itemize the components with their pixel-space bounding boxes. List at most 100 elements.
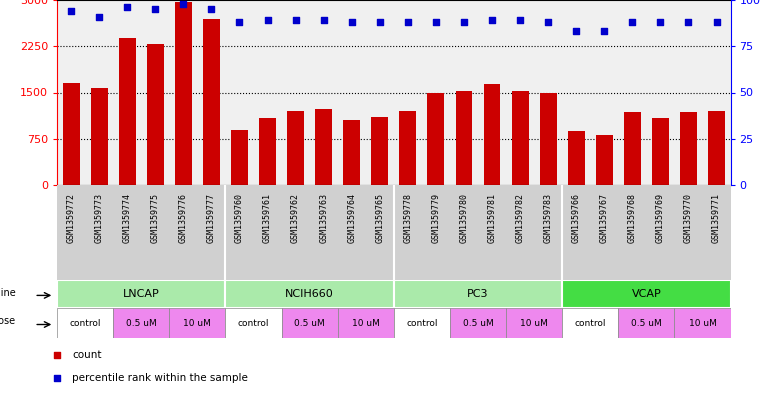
Bar: [562, 280, 731, 308]
Point: [345, 19, 358, 25]
Text: 0.5 uM: 0.5 uM: [295, 318, 325, 327]
Bar: [540, 93, 556, 185]
Bar: [343, 120, 360, 185]
Bar: [113, 308, 169, 338]
Text: GSM1359771: GSM1359771: [712, 193, 721, 242]
Text: VCAP: VCAP: [632, 289, 661, 299]
Bar: [225, 280, 394, 308]
Text: 10 uM: 10 uM: [352, 318, 380, 327]
Bar: [624, 112, 641, 185]
Bar: [259, 118, 276, 185]
Bar: [680, 112, 697, 185]
Point: [205, 6, 218, 13]
Text: GSM1359760: GSM1359760: [235, 193, 244, 242]
Point: [149, 6, 161, 13]
Bar: [147, 44, 164, 185]
Bar: [287, 111, 304, 185]
Text: control: control: [69, 318, 101, 327]
Bar: [506, 308, 562, 338]
Point: [598, 28, 610, 35]
Text: GSM1359776: GSM1359776: [179, 193, 188, 242]
Bar: [568, 131, 584, 185]
Text: GSM1359779: GSM1359779: [431, 193, 441, 242]
Point: [402, 19, 414, 25]
Text: GSM1359769: GSM1359769: [656, 193, 665, 242]
Bar: [231, 130, 248, 185]
Point: [93, 13, 105, 20]
Point: [317, 17, 330, 24]
Text: GSM1359770: GSM1359770: [684, 193, 693, 242]
Bar: [169, 308, 225, 338]
Bar: [57, 280, 225, 308]
Point: [458, 19, 470, 25]
Point: [683, 19, 695, 25]
Bar: [91, 88, 107, 185]
Bar: [371, 117, 388, 185]
Point: [626, 19, 638, 25]
Bar: [562, 308, 618, 338]
Bar: [400, 111, 416, 185]
Text: control: control: [237, 318, 269, 327]
Text: GSM1359778: GSM1359778: [403, 193, 412, 242]
Point: [514, 17, 526, 24]
Point: [486, 17, 498, 24]
Text: 10 uM: 10 uM: [689, 318, 716, 327]
Text: GSM1359767: GSM1359767: [600, 193, 609, 242]
Bar: [708, 111, 725, 185]
Point: [234, 19, 246, 25]
Text: LNCAP: LNCAP: [123, 289, 160, 299]
Bar: [62, 83, 79, 185]
Bar: [338, 308, 393, 338]
Bar: [596, 135, 613, 185]
Point: [51, 375, 63, 381]
Bar: [618, 308, 674, 338]
Bar: [511, 91, 528, 185]
Point: [570, 28, 582, 35]
Point: [262, 17, 274, 24]
Text: GSM1359765: GSM1359765: [375, 193, 384, 242]
Text: control: control: [575, 318, 606, 327]
Text: GSM1359780: GSM1359780: [460, 193, 469, 242]
Point: [51, 351, 63, 358]
Bar: [225, 308, 282, 338]
Text: 0.5 uM: 0.5 uM: [463, 318, 493, 327]
Text: NCIH660: NCIH660: [285, 289, 334, 299]
Text: percentile rank within the sample: percentile rank within the sample: [72, 373, 248, 383]
Bar: [315, 109, 332, 185]
Bar: [428, 93, 444, 185]
Text: GSM1359763: GSM1359763: [319, 193, 328, 242]
Text: GSM1359762: GSM1359762: [291, 193, 300, 242]
Bar: [483, 84, 501, 185]
Bar: [652, 118, 669, 185]
Point: [374, 19, 386, 25]
Point: [711, 19, 723, 25]
Bar: [57, 308, 113, 338]
Bar: [119, 38, 135, 185]
Text: GSM1359773: GSM1359773: [94, 193, 103, 242]
Text: PC3: PC3: [467, 289, 489, 299]
Bar: [674, 308, 731, 338]
Text: GSM1359782: GSM1359782: [516, 193, 524, 242]
Bar: [393, 308, 450, 338]
Text: dose: dose: [0, 316, 16, 327]
Text: 0.5 uM: 0.5 uM: [631, 318, 662, 327]
Point: [121, 4, 133, 11]
Text: GSM1359761: GSM1359761: [263, 193, 272, 242]
Text: cell line: cell line: [0, 288, 16, 298]
Text: GSM1359775: GSM1359775: [151, 193, 160, 242]
Bar: [175, 2, 192, 185]
Point: [289, 17, 301, 24]
Bar: [203, 18, 220, 185]
Text: control: control: [406, 318, 438, 327]
Text: GSM1359783: GSM1359783: [543, 193, 552, 242]
Point: [542, 19, 554, 25]
Text: GSM1359768: GSM1359768: [628, 193, 637, 242]
Point: [177, 0, 189, 7]
Point: [654, 19, 667, 25]
Text: 0.5 uM: 0.5 uM: [126, 318, 157, 327]
Text: 10 uM: 10 uM: [183, 318, 212, 327]
Text: GSM1359772: GSM1359772: [67, 193, 75, 242]
Bar: [450, 308, 506, 338]
Bar: [282, 308, 338, 338]
Bar: [393, 280, 562, 308]
